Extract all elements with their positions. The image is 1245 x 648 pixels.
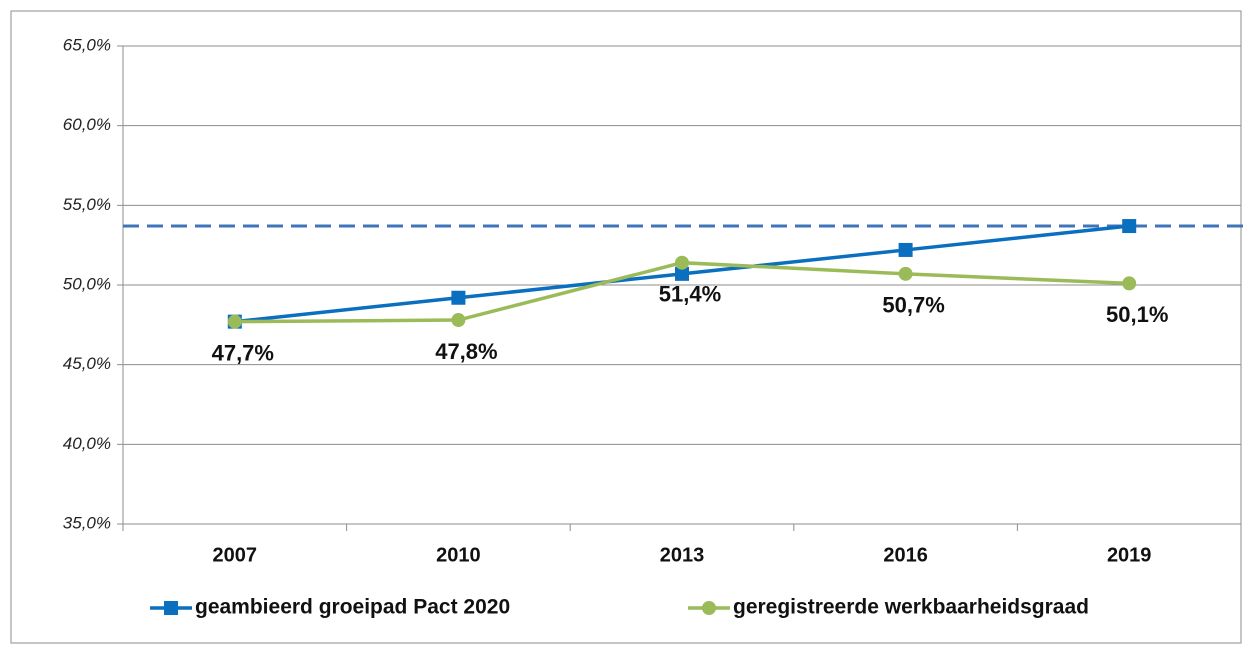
x-tick-label: 2013 (660, 544, 705, 566)
point-marker (675, 255, 689, 270)
y-tick-label: 65,0% (63, 35, 111, 54)
y-tick-label: 45,0% (63, 354, 111, 373)
x-tick-label: 2007 (213, 544, 258, 566)
x-tick-label: 2010 (436, 544, 481, 566)
legend-marker (164, 601, 178, 615)
data-label: 50,1% (1106, 302, 1168, 327)
point-marker (227, 314, 242, 329)
x-tick-label: 2019 (1107, 544, 1152, 566)
y-tick-label: 55,0% (63, 195, 111, 214)
y-tick-label: 35,0% (63, 513, 111, 532)
y-tick-label: 40,0% (63, 434, 111, 453)
point-marker (451, 290, 466, 305)
legend-label: geambieerd groeipad Pact 2020 (195, 596, 510, 619)
y-tick-label: 50,0% (63, 274, 111, 293)
data-label: 47,8% (435, 339, 497, 364)
data-label: 47,7% (212, 340, 274, 365)
legend-marker (702, 601, 716, 615)
legend-label: geregistreerde werkbaarheidsgraad (733, 596, 1089, 619)
point-marker (898, 242, 913, 257)
point-marker (1122, 219, 1137, 234)
data-label: 50,7% (882, 293, 944, 318)
point-marker (675, 266, 689, 281)
point-marker (898, 266, 913, 281)
point-marker (451, 313, 466, 328)
point-marker (1122, 276, 1137, 291)
y-tick-label: 60,0% (63, 115, 111, 134)
chart-frame (10, 10, 1242, 644)
data-label: 51,4% (659, 282, 721, 307)
x-tick-label: 2016 (883, 544, 928, 566)
